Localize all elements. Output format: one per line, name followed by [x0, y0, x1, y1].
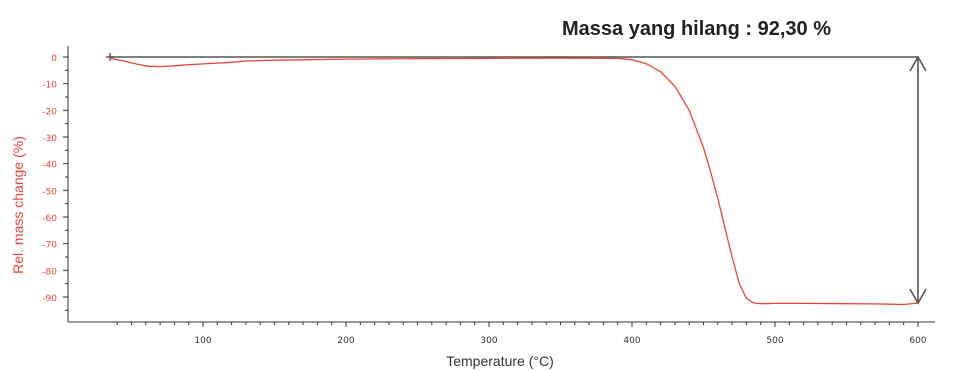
y-tick-label: -30 — [42, 134, 57, 144]
y-axis-label: Rel. mass change (%) — [10, 136, 26, 274]
y-tick-label: -70 — [42, 241, 57, 251]
x-tick-label: 400 — [623, 336, 640, 346]
x-tick-label: 500 — [766, 336, 783, 346]
y-tick-label: -60 — [42, 214, 57, 224]
series-line-mass-change — [109, 57, 919, 306]
x-tick-label: 200 — [337, 336, 354, 346]
y-tick-label: -80 — [42, 267, 57, 277]
y-tick-label: 0 — [51, 54, 57, 64]
x-tick-label: 300 — [480, 336, 497, 346]
y-tick-label: -20 — [42, 107, 57, 117]
arrow-head-top — [909, 55, 927, 72]
series-group — [109, 57, 919, 306]
start-marker — [106, 53, 115, 61]
x-tick-label: 100 — [194, 336, 211, 346]
y-axis: 0 -10 -20 -30 -40 -50 -60 -70 -80 -90 — [42, 46, 69, 322]
y-tick-label: -10 — [42, 81, 57, 91]
y-tick-label: -40 — [42, 161, 57, 171]
x-tick-label: 600 — [909, 336, 926, 346]
x-axis-label: Temperature (°C) — [446, 353, 554, 369]
y-tick-label: -90 — [42, 294, 57, 304]
mass-loss-annotation: Massa yang hilang : 92,30 % — [562, 18, 831, 40]
x-axis: 100 200 300 400 500 600 — [68, 321, 935, 346]
mass-loss-guide — [106, 53, 927, 305]
y-tick-label: -50 — [42, 187, 57, 197]
